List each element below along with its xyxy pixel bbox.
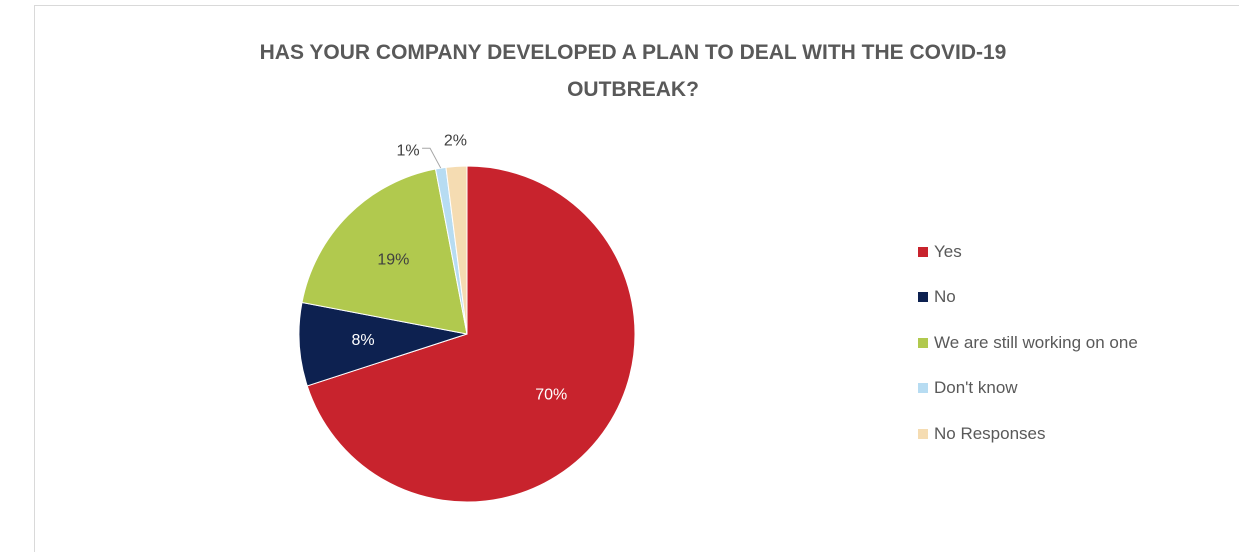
legend-swatch-no-responses — [918, 428, 928, 439]
legend-label-working-on-one: We are still working on one — [934, 332, 1138, 352]
chart-title: HAS YOUR COMPANY DEVELOPED A PLAN TO DEA… — [259, 41, 1007, 101]
legend-label-dont-know: Don't know — [934, 378, 1018, 398]
data-label-dont-know: 1% — [396, 142, 419, 159]
legend-swatch-no — [918, 292, 928, 303]
pie-slice-working-on-one — [301, 168, 468, 335]
data-label-no: 8% — [351, 332, 374, 349]
data-label-no-responses: 2% — [444, 133, 467, 150]
legend-label-no: No — [934, 287, 956, 307]
leader-line-dont-know — [422, 147, 442, 169]
data-label-yes: 70% — [535, 386, 567, 403]
legend-item-working-on-one: We are still working on one — [918, 320, 1138, 366]
legend: Yes No We are still working on one Don't kn… — [918, 229, 1138, 457]
legend-swatch-dont-know — [918, 383, 928, 394]
legend-item-dont-know: Don't know — [918, 366, 1138, 412]
pie-slice-no-responses — [445, 165, 468, 335]
legend-item-no: No — [918, 275, 1138, 321]
legend-swatch-yes — [918, 246, 928, 257]
data-label-working-on-one: 19% — [377, 252, 409, 269]
legend-label-no-responses: No Responses — [934, 423, 1046, 443]
chart-area — [34, 5, 1239, 552]
legend-item-yes: Yes — [918, 229, 1138, 275]
legend-item-no-responses: No Responses — [918, 411, 1138, 457]
legend-swatch-working-on-one — [918, 337, 928, 348]
legend-label-yes: Yes — [934, 241, 962, 261]
pie-slice-yes — [306, 165, 636, 503]
